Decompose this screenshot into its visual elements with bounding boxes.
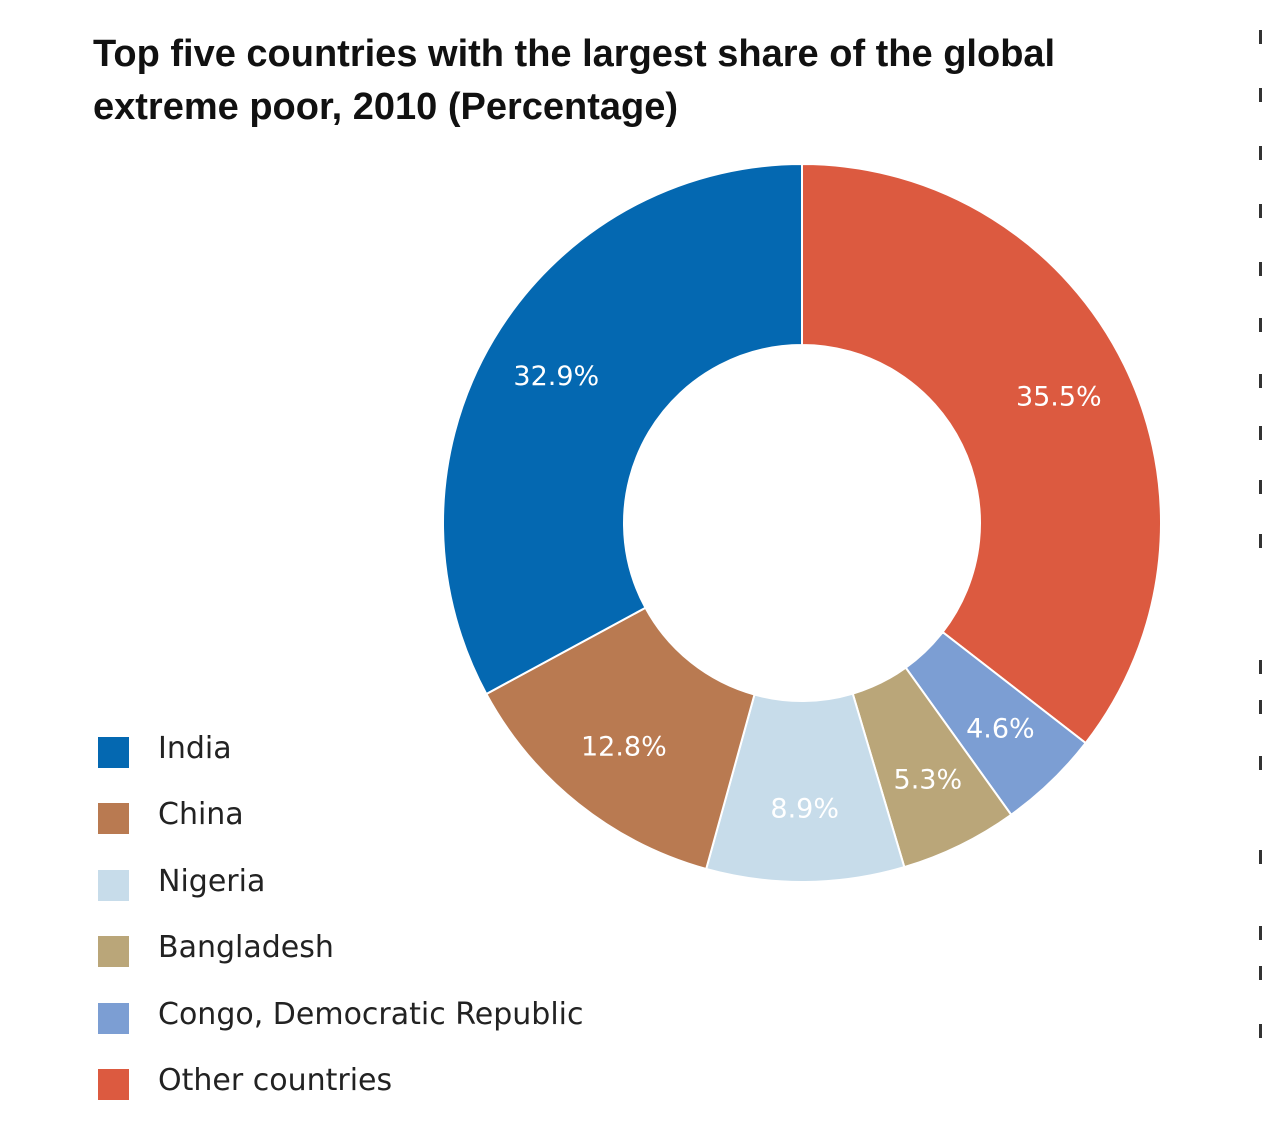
margin-mark [1259, 966, 1262, 980]
slice-label-other-countries: 35.5% [1016, 382, 1102, 413]
margin-mark [1259, 204, 1262, 218]
slice-label-india: 32.9% [513, 361, 599, 392]
slice-china [484, 606, 756, 871]
margin-mark [1259, 88, 1262, 102]
legend-swatch-congo-democratic-republic [98, 1002, 129, 1034]
margin-mark [1259, 30, 1262, 44]
margin-mark [1259, 534, 1262, 548]
margin-mark [1259, 426, 1262, 440]
margin-mark [1259, 926, 1262, 940]
legend-swatch-bangladesh [98, 936, 129, 968]
chart-title: Top five countries with the largest shar… [93, 33, 1056, 128]
legend-label-india: India [158, 731, 232, 766]
slice-label-bangladesh: 5.3% [894, 764, 963, 795]
margin-mark [1259, 756, 1262, 770]
slice-india [442, 162, 803, 696]
margin-mark [1259, 700, 1262, 714]
margin-mark [1259, 480, 1262, 494]
legend-swatch-china [98, 803, 129, 835]
legend-label-nigeria: Nigeria [158, 863, 266, 899]
legend-swatch-nigeria [98, 869, 129, 901]
margin-mark [1259, 262, 1262, 276]
margin-mark [1259, 1024, 1262, 1038]
margin-mark [1259, 318, 1262, 332]
slice-label-congo-democratic-republic: 4.6% [966, 714, 1035, 745]
slice-label-china: 12.8% [581, 731, 667, 762]
slice-label-nigeria: 8.9% [770, 793, 839, 824]
legend-label-bangladesh: Bangladesh [158, 930, 334, 966]
margin-mark [1259, 660, 1262, 674]
legend-label-congo-democratic-republic: Congo, Democratic Republic [158, 996, 584, 1032]
cropped-adjacent-text-edge [1258, 0, 1262, 1141]
slice-other-countries [801, 162, 1163, 745]
donut-slices [442, 162, 1163, 883]
margin-mark [1259, 374, 1262, 388]
legend-swatch-other-countries [98, 1068, 129, 1100]
legend-label-other-countries: Other countries [158, 1062, 393, 1098]
donut-slice-labels: 35.5% 4.6%5.3% 8.9% 12.8% 32.9% [513, 361, 1101, 824]
legend-label-china: China [158, 797, 244, 833]
margin-mark [1259, 146, 1262, 160]
margin-mark [1259, 850, 1262, 864]
legend-swatch-india [98, 737, 129, 768]
